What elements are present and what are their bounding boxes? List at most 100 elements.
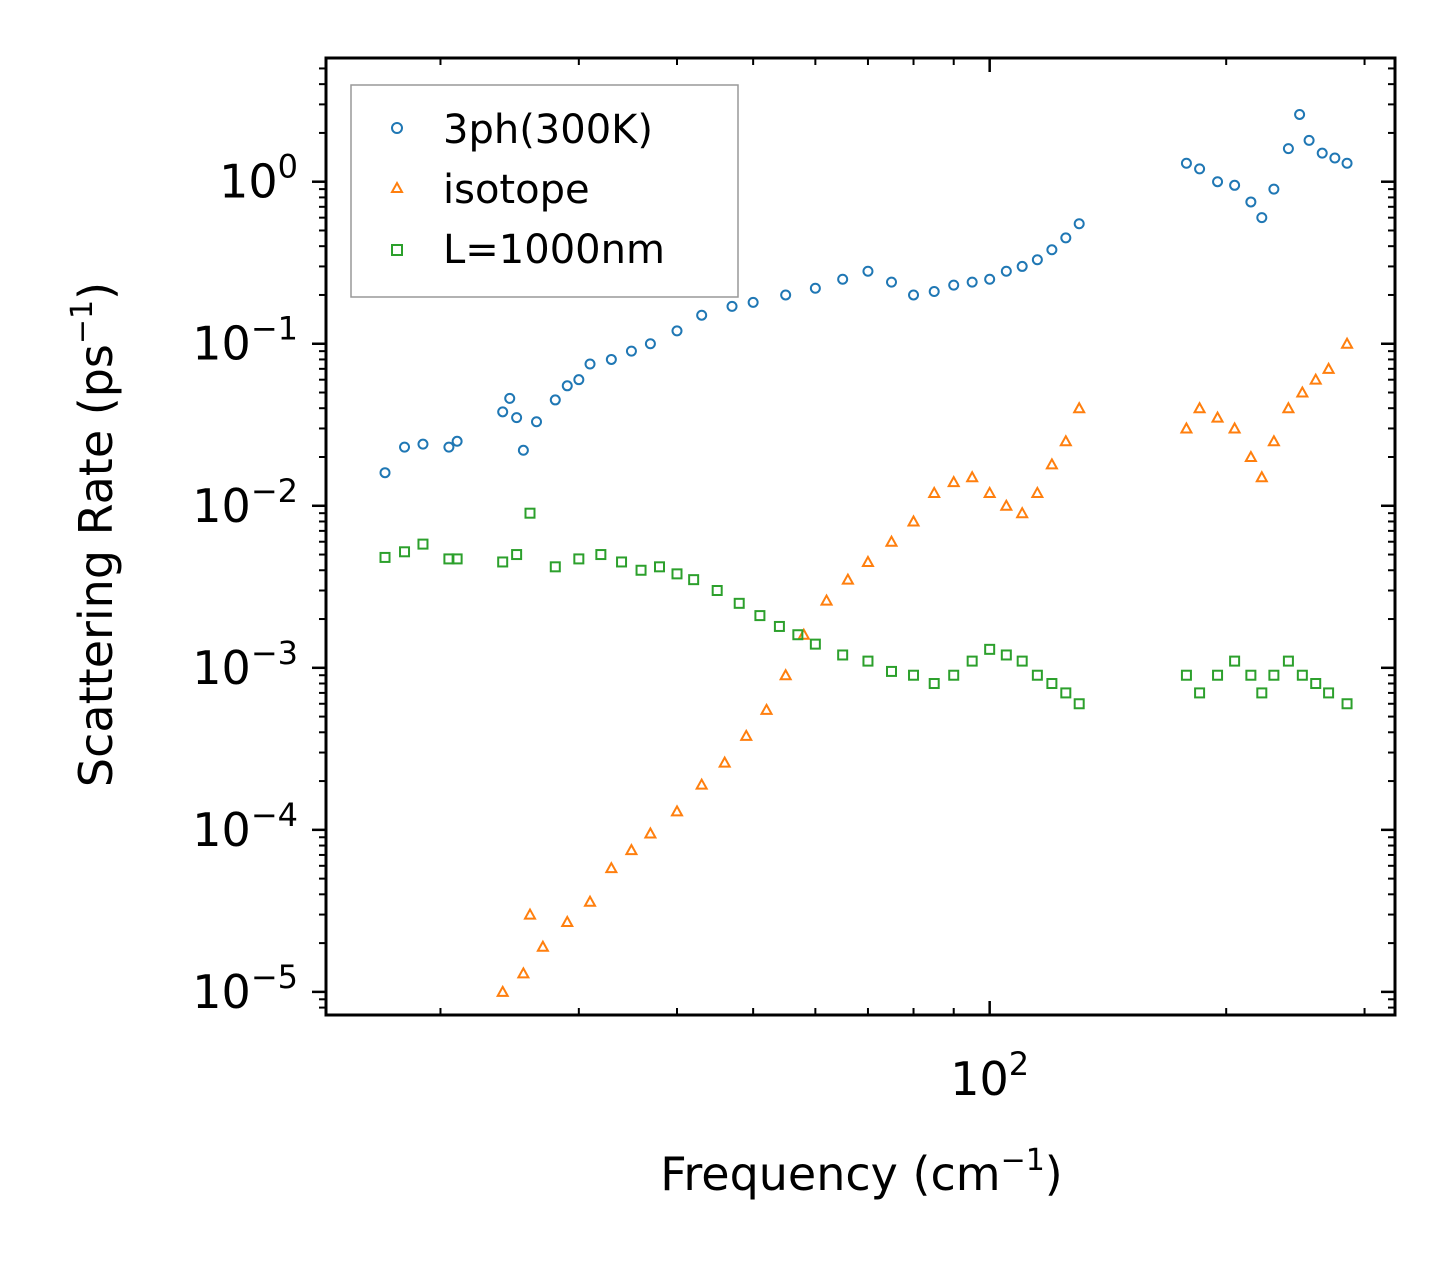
point-square-19 [773,620,785,632]
point-square-44 [1296,669,1308,681]
point-triangle-37 [1267,434,1281,447]
point-square-46 [1323,687,1335,699]
point-circle-39 [1212,176,1224,188]
point-circle-32 [1016,260,1028,272]
point-triangle-17 [841,572,855,585]
point-circle-40 [1229,179,1241,191]
point-circle-33 [1031,254,1043,266]
point-triangle-23 [965,470,979,483]
point-square-47 [1341,698,1353,710]
point-square-27 [948,669,960,681]
point-circle-17 [671,325,683,337]
point-square-39 [1229,655,1241,667]
y-tick-label-exp: −5 [251,958,298,996]
y-tick-label-0: 100 [219,148,298,209]
y-tick-label-base: 10 [192,479,251,533]
point-circle-31 [1000,265,1012,277]
point-triangle-31 [1179,421,1194,434]
point-circle-1 [399,441,411,453]
point-square-9 [573,553,585,565]
point-circle-2 [417,438,429,450]
legend-marker-3ph [391,122,403,134]
point-triangle-33 [1210,410,1225,423]
point-square-26 [928,678,940,690]
point-square-20 [792,629,804,641]
series-0 [379,108,1353,479]
point-square-28 [966,655,978,667]
point-triangle-12 [739,728,753,741]
legend-marker-isotope [390,180,404,193]
point-triangle-2 [523,907,537,920]
point-square-17 [733,597,745,609]
point-circle-20 [747,296,759,308]
y-axis-title: Scattering Rate (ps−1) [65,282,123,787]
point-circle-45 [1294,108,1306,120]
point-circle-6 [504,392,516,404]
point-circle-14 [605,353,617,365]
series-1 [495,336,1354,997]
point-triangle-35 [1244,449,1258,462]
point-triangle-40 [1309,372,1323,385]
point-square-8 [549,561,561,573]
y-axis-title-end: ) [69,282,123,300]
point-square-18 [754,610,766,622]
point-triangle-8 [643,826,658,839]
point-square-34 [1060,687,1072,699]
point-circle-30 [984,273,996,285]
point-square-31 [1016,655,1028,667]
point-square-12 [635,564,647,576]
legend-marker-boundary [391,244,403,256]
legend-label-boundary: L=1000nm [443,227,665,273]
point-square-7 [524,507,536,519]
point-triangle-4 [560,914,574,927]
y-tick-label-5: 10−5 [192,958,298,1019]
point-circle-9 [531,416,543,428]
point-square-45 [1310,678,1322,690]
point-circle-23 [837,273,849,285]
point-square-43 [1282,655,1294,667]
point-circle-0 [379,467,391,479]
point-circle-4 [451,435,463,447]
point-circle-28 [948,279,960,291]
point-square-5 [497,556,509,568]
point-triangle-13 [759,702,774,715]
point-triangle-32 [1192,401,1207,414]
point-circle-36 [1073,218,1085,230]
y-tick-label-base: 10 [192,803,251,857]
point-circle-26 [908,289,920,301]
point-square-33 [1046,678,1058,690]
point-triangle-25 [999,498,1014,511]
point-circle-46 [1303,134,1315,146]
point-circle-18 [696,309,708,321]
y-tick-label-base: 10 [219,155,278,209]
point-triangle-5 [583,894,597,907]
point-circle-24 [862,265,874,277]
x-tick-label-0: 102 [950,1045,1029,1106]
point-square-13 [653,561,665,573]
point-triangle-28 [1045,457,1059,470]
point-circle-11 [561,380,573,392]
point-triangle-1 [516,966,531,979]
point-circle-49 [1341,157,1353,169]
y-tick-label-exp: −3 [251,634,298,672]
point-square-21 [809,638,821,650]
legend-box [350,84,739,298]
point-square-40 [1245,669,1257,681]
y-tick-label-exp: −2 [251,472,298,510]
point-square-36 [1180,669,1192,681]
axes-frame [324,56,1397,1017]
point-circle-43 [1268,183,1280,195]
legend-label-isotope: isotope [443,167,590,213]
point-triangle-3 [536,939,550,952]
point-square-41 [1256,687,1268,699]
point-triangle-9 [670,804,684,817]
y-axis-title-text: Scattering Rate (ps [69,344,123,787]
point-triangle-14 [778,668,793,681]
point-square-0 [379,551,391,563]
point-square-24 [886,665,898,677]
y-tick-label-exp: −1 [251,310,298,348]
point-triangle-26 [1015,506,1029,519]
x-axis-title-sup: −1 [1001,1143,1045,1178]
point-triangle-30 [1072,401,1086,414]
